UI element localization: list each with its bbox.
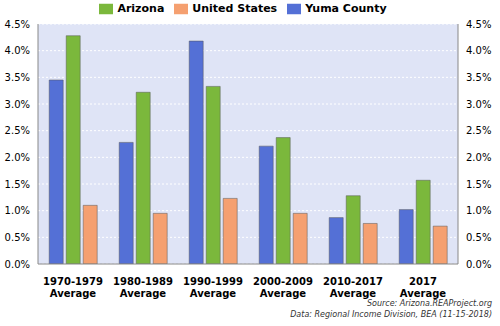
svg-text:1.0%: 1.0% — [8, 205, 30, 216]
svg-text:0.5%: 0.5% — [8, 232, 30, 243]
svg-text:2.5%: 2.5% — [466, 125, 491, 136]
svg-text:1.5%: 1.5% — [8, 179, 30, 190]
svg-text:0.5%: 0.5% — [466, 232, 491, 243]
svg-text:2.5%: 2.5% — [8, 125, 30, 136]
html-text:Arizona: Arizona — [117, 2, 165, 15]
svg-text:2010-2017Average: 2010-2017Average — [323, 276, 383, 299]
svg-text:2.0%: 2.0% — [466, 152, 491, 163]
svg-text:1990-1999Average: 1990-1999Average — [183, 276, 243, 299]
svg-text:4.0%: 4.0% — [466, 45, 491, 56]
svg-text:2017Average: 2017Average — [400, 276, 447, 299]
svg-text:3.0%: 3.0% — [466, 99, 491, 110]
svg-text:4.5%: 4.5% — [466, 19, 491, 30]
svg-text:1980-1989Average: 1980-1989Average — [113, 276, 173, 299]
html-text:Data: Regional Income Division: Data: Regional Income Division, BEA (11-… — [290, 310, 492, 319]
svg-text:3.5%: 3.5% — [466, 72, 491, 83]
svg-text:0.0%: 0.0% — [8, 259, 30, 270]
svg-text:1.0%: 1.0% — [466, 205, 491, 216]
html-text:Source: Arizona.REAProject.org: Source: Arizona.REAProject.org — [366, 299, 492, 308]
svg-text:2000-2009Average: 2000-2009Average — [253, 276, 313, 299]
svg-text:1970-1979Average: 1970-1979Average — [43, 276, 103, 299]
svg-text:3.0%: 3.0% — [8, 99, 30, 110]
svg-text:4.5%: 4.5% — [8, 19, 30, 30]
svg-text:4.0%: 4.0% — [8, 45, 30, 56]
html-text:United States: United States — [192, 2, 278, 15]
svg-text:2.0%: 2.0% — [8, 152, 30, 163]
html-text:Yuma County: Yuma County — [305, 2, 387, 15]
svg-text:0.0%: 0.0% — [466, 259, 491, 270]
svg-text:3.5%: 3.5% — [8, 72, 30, 83]
svg-text:1.5%: 1.5% — [466, 179, 491, 190]
